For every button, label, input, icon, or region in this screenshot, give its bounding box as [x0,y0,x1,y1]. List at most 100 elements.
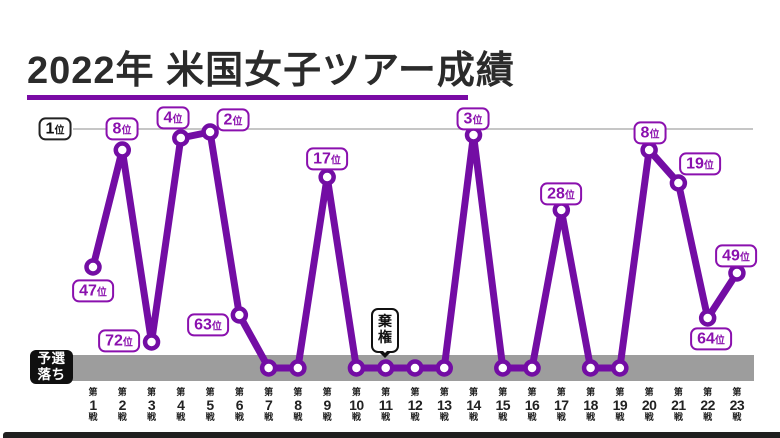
event-number: 20 [641,397,657,413]
event-number: 17 [554,397,569,413]
event-number: 1 [89,397,97,413]
data-point [640,141,658,159]
rank-badge: 8位 [633,121,667,145]
x-axis-label: 第 17 戦 [548,388,574,422]
rank-suffix: 位 [714,335,725,347]
event-kanji: 第 [117,387,127,397]
event-number: 12 [407,397,423,413]
rank-suffix: 位 [121,125,132,137]
event-number: 21 [671,397,686,413]
event-kanji: 第 [381,387,391,397]
rank-suffix: 位 [211,321,222,333]
rank-number: 17 [313,150,331,168]
event-number: 18 [583,397,598,413]
withdrawn-callout: 棄権 [371,308,399,354]
rank-suffix: 位 [122,337,133,349]
x-axis-label: 第 14 戦 [461,388,487,422]
event-kanji: 第 [439,387,449,397]
event-number: 10 [349,397,364,413]
x-axis-label: 第 13 戦 [431,388,457,422]
event-kanji: 第 [176,387,186,397]
data-point [728,264,746,282]
data-point [347,359,366,377]
x-axis-label: 第 18 戦 [578,388,604,422]
event-kanji: 第 [586,387,596,397]
x-axis-label: 第 10 戦 [343,388,369,422]
rank-number: 28 [547,185,565,203]
event-kanji: 戦 [498,412,508,422]
data-point [318,168,336,186]
rank-badge: 17位 [306,147,348,171]
x-axis-label: 第 12 戦 [402,388,428,422]
data-point [523,359,541,377]
x-axis-label: 第 11 戦 [373,388,399,422]
event-kanji: 第 [410,387,420,397]
event-kanji: 戦 [673,412,683,422]
event-kanji: 第 [293,387,303,397]
rank-badge: 49位 [715,244,757,268]
event-number: 16 [524,397,540,413]
rank-number: 64 [697,330,715,348]
event-number: 2 [118,397,127,413]
data-point [289,359,307,377]
data-point [611,359,629,377]
page-title: 2022年 米国女子ツアー成績 [27,50,515,92]
event-kanji: 戦 [644,412,654,422]
event-kanji: 戦 [117,412,127,422]
withdrawn-callout-text: 棄権 [378,313,392,346]
event-number: 19 [612,397,628,413]
data-point [406,359,424,377]
event-kanji: 戦 [586,412,596,422]
rank-number: 4 [163,109,173,127]
event-number: 23 [729,397,745,413]
missed-cut-label-text: 予選落ち [37,350,66,382]
event-kanji: 第 [468,387,478,397]
rank-number: 49 [722,247,740,265]
missed-cut-label-box: 予選落ち [30,350,73,384]
event-kanji: 戦 [88,412,98,422]
event-kanji: 戦 [556,412,566,422]
event-kanji: 戦 [176,412,186,422]
event-kanji: 戦 [234,412,244,422]
event-kanji: 戦 [410,412,420,422]
rank-badge: 28位 [540,182,582,206]
event-kanji: 第 [264,387,274,397]
x-axis-label: 第 15 戦 [490,388,516,422]
data-point [142,333,161,351]
event-kanji: 第 [615,387,625,397]
rank-badge: 2位 [216,108,250,132]
baseline-rank-number: 1 [45,120,55,138]
rank-badge: 3位 [456,107,490,131]
x-axis-label: 第 21 戦 [665,388,691,422]
event-kanji: 第 [88,387,98,397]
data-point [376,359,395,377]
event-kanji: 第 [527,387,537,397]
data-point [552,201,571,219]
rank-badge: 72位 [98,329,140,353]
data-point [230,306,249,324]
event-kanji: 戦 [615,412,625,422]
rank-badge: 64位 [690,327,732,351]
bottom-edge-bar [3,432,780,438]
rank-number: 8 [640,124,650,142]
data-point [259,359,278,377]
event-kanji: 第 [351,387,361,397]
rank-badge: 4位 [156,106,190,130]
title-underline [27,95,468,100]
event-kanji: 第 [234,387,244,397]
event-kanji: 第 [703,387,713,397]
event-number: 13 [436,397,452,413]
x-axis-label: 第 23 戦 [724,388,750,422]
x-axis-label: 第 19 戦 [607,388,633,422]
event-number: 8 [294,397,302,413]
rank-suffix: 位 [96,287,107,299]
x-axis-label: 第 22 戦 [695,388,721,422]
rank-number: 19 [686,155,704,173]
